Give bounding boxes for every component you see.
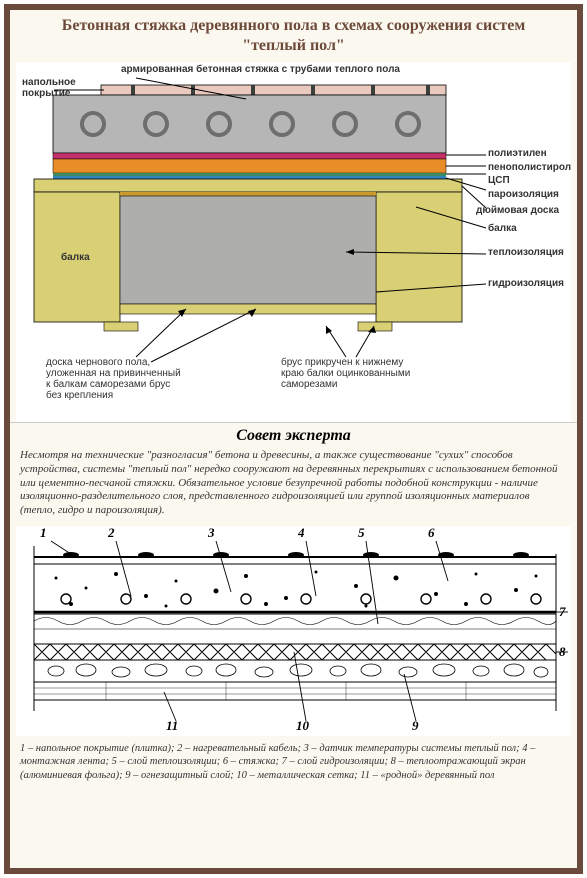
label-floor-cover: напольное покрытие — [22, 77, 76, 99]
page-title: Бетонная стяжка деревянного пола в схема… — [10, 10, 577, 58]
label-csp: ЦСП — [488, 175, 510, 186]
legend-text: 1 – напольное покрытие (плитка); 2 – наг… — [10, 736, 577, 787]
label-lumber: брус прикручен к нижнему краю балки оцин… — [281, 357, 481, 390]
num-4: 4 — [298, 525, 305, 541]
num-9: 9 — [412, 718, 419, 734]
label-foam: пенополистирол — [488, 162, 571, 173]
label-inch: дюймовая доска — [476, 205, 559, 216]
num-6: 6 — [428, 525, 435, 541]
num-8: 8 — [559, 644, 566, 660]
label-screed: армированная бетонная стяжка с трубами т… — [121, 64, 400, 75]
num-11: 11 — [166, 718, 178, 734]
label-hydro: гидроизоляция — [488, 278, 564, 289]
label-rough-board: доска чернового пола, уложенная на приви… — [46, 357, 246, 401]
num-2: 2 — [108, 525, 115, 541]
label-poly: полиэтилен — [488, 148, 547, 159]
diagram-top: напольное покрытие армированная бетонная… — [16, 62, 571, 422]
label-beam-l: балка — [61, 252, 90, 263]
num-3: 3 — [208, 525, 215, 541]
num-7: 7 — [559, 604, 566, 620]
num-10: 10 — [296, 718, 309, 734]
diagram-bottom: 1 2 3 4 5 6 7 8 9 10 11 — [16, 526, 571, 736]
advice-text: Несмотря на технические "разногласия" бе… — [10, 447, 577, 524]
diagram2-svg — [16, 526, 571, 736]
label-beam-r: балка — [488, 223, 517, 234]
num-1: 1 — [40, 525, 47, 541]
label-vapor: пароизоляция — [488, 189, 559, 200]
advice-header: Совет эксперта — [10, 422, 577, 447]
page-frame: Бетонная стяжка деревянного пола в схема… — [4, 4, 583, 874]
num-5: 5 — [358, 525, 365, 541]
label-thermal: теплоизоляция — [488, 247, 564, 258]
